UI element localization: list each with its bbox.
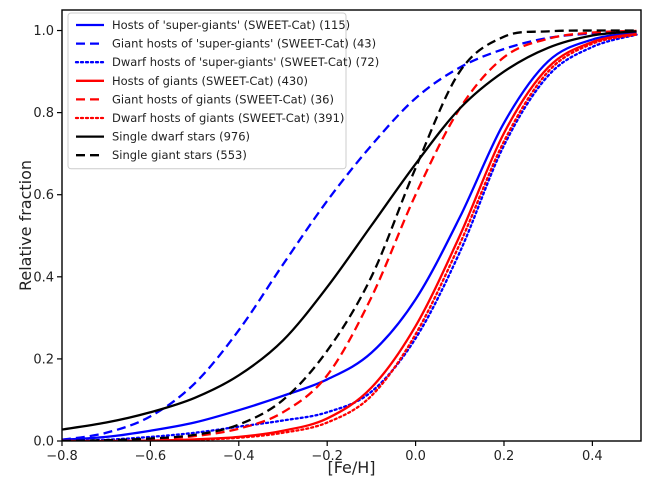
- x-tick-label: −0.8: [46, 449, 78, 464]
- legend-label: Hosts of 'super-giants' (SWEET-Cat) (115…: [112, 18, 350, 32]
- y-tick-label: 0.8: [33, 106, 54, 121]
- x-tick-label: −0.6: [135, 449, 167, 464]
- legend-label: Giant hosts of 'super-giants' (SWEET-Cat…: [112, 37, 376, 51]
- legend-label: Single dwarf stars (976): [112, 130, 250, 144]
- y-tick-label: 0.0: [33, 435, 54, 450]
- series-line-7: [62, 30, 637, 431]
- x-tick-label: 0.2: [494, 449, 515, 464]
- y-tick-label: 0.2: [33, 352, 54, 367]
- x-tick-label: 0.4: [582, 449, 603, 464]
- x-tick-label: −0.2: [311, 449, 343, 464]
- x-axis-label: [Fe/H]: [327, 458, 375, 477]
- x-tick-label: 0.0: [405, 449, 426, 464]
- legend: Hosts of 'super-giants' (SWEET-Cat) (115…: [67, 12, 379, 170]
- legend-label: Dwarf hosts of giants (SWEET-Cat) (391): [112, 111, 344, 125]
- y-tick-label: 0.4: [33, 270, 54, 285]
- legend-label: Dwarf hosts of 'super-giants' (SWEET-Cat…: [112, 55, 379, 69]
- x-tick-label: −0.4: [223, 449, 255, 464]
- legend-box: [67, 12, 347, 170]
- series-line-8: [62, 29, 637, 441]
- series-line-1: [62, 31, 637, 441]
- y-tick-label: 1.0: [33, 24, 54, 39]
- legend-label: Hosts of giants (SWEET-Cat) (430): [112, 74, 308, 88]
- legend-label: Single giant stars (553): [112, 148, 247, 162]
- series-line-3: [62, 33, 638, 441]
- y-axis-label: Relative fraction: [16, 160, 35, 291]
- legend-label: Giant hosts of giants (SWEET-Cat) (36): [112, 92, 334, 106]
- y-tick-label: 0.6: [33, 188, 54, 203]
- series-line-2: [62, 30, 637, 441]
- plot-lines: [62, 29, 638, 441]
- plot-frame: [61, 9, 642, 442]
- axes: −0.8 −0.6 −0.4 −0.2 0.0 0.2 0.4 0.0 0.2 0.4 0.6 0.8…: [16, 9, 642, 477]
